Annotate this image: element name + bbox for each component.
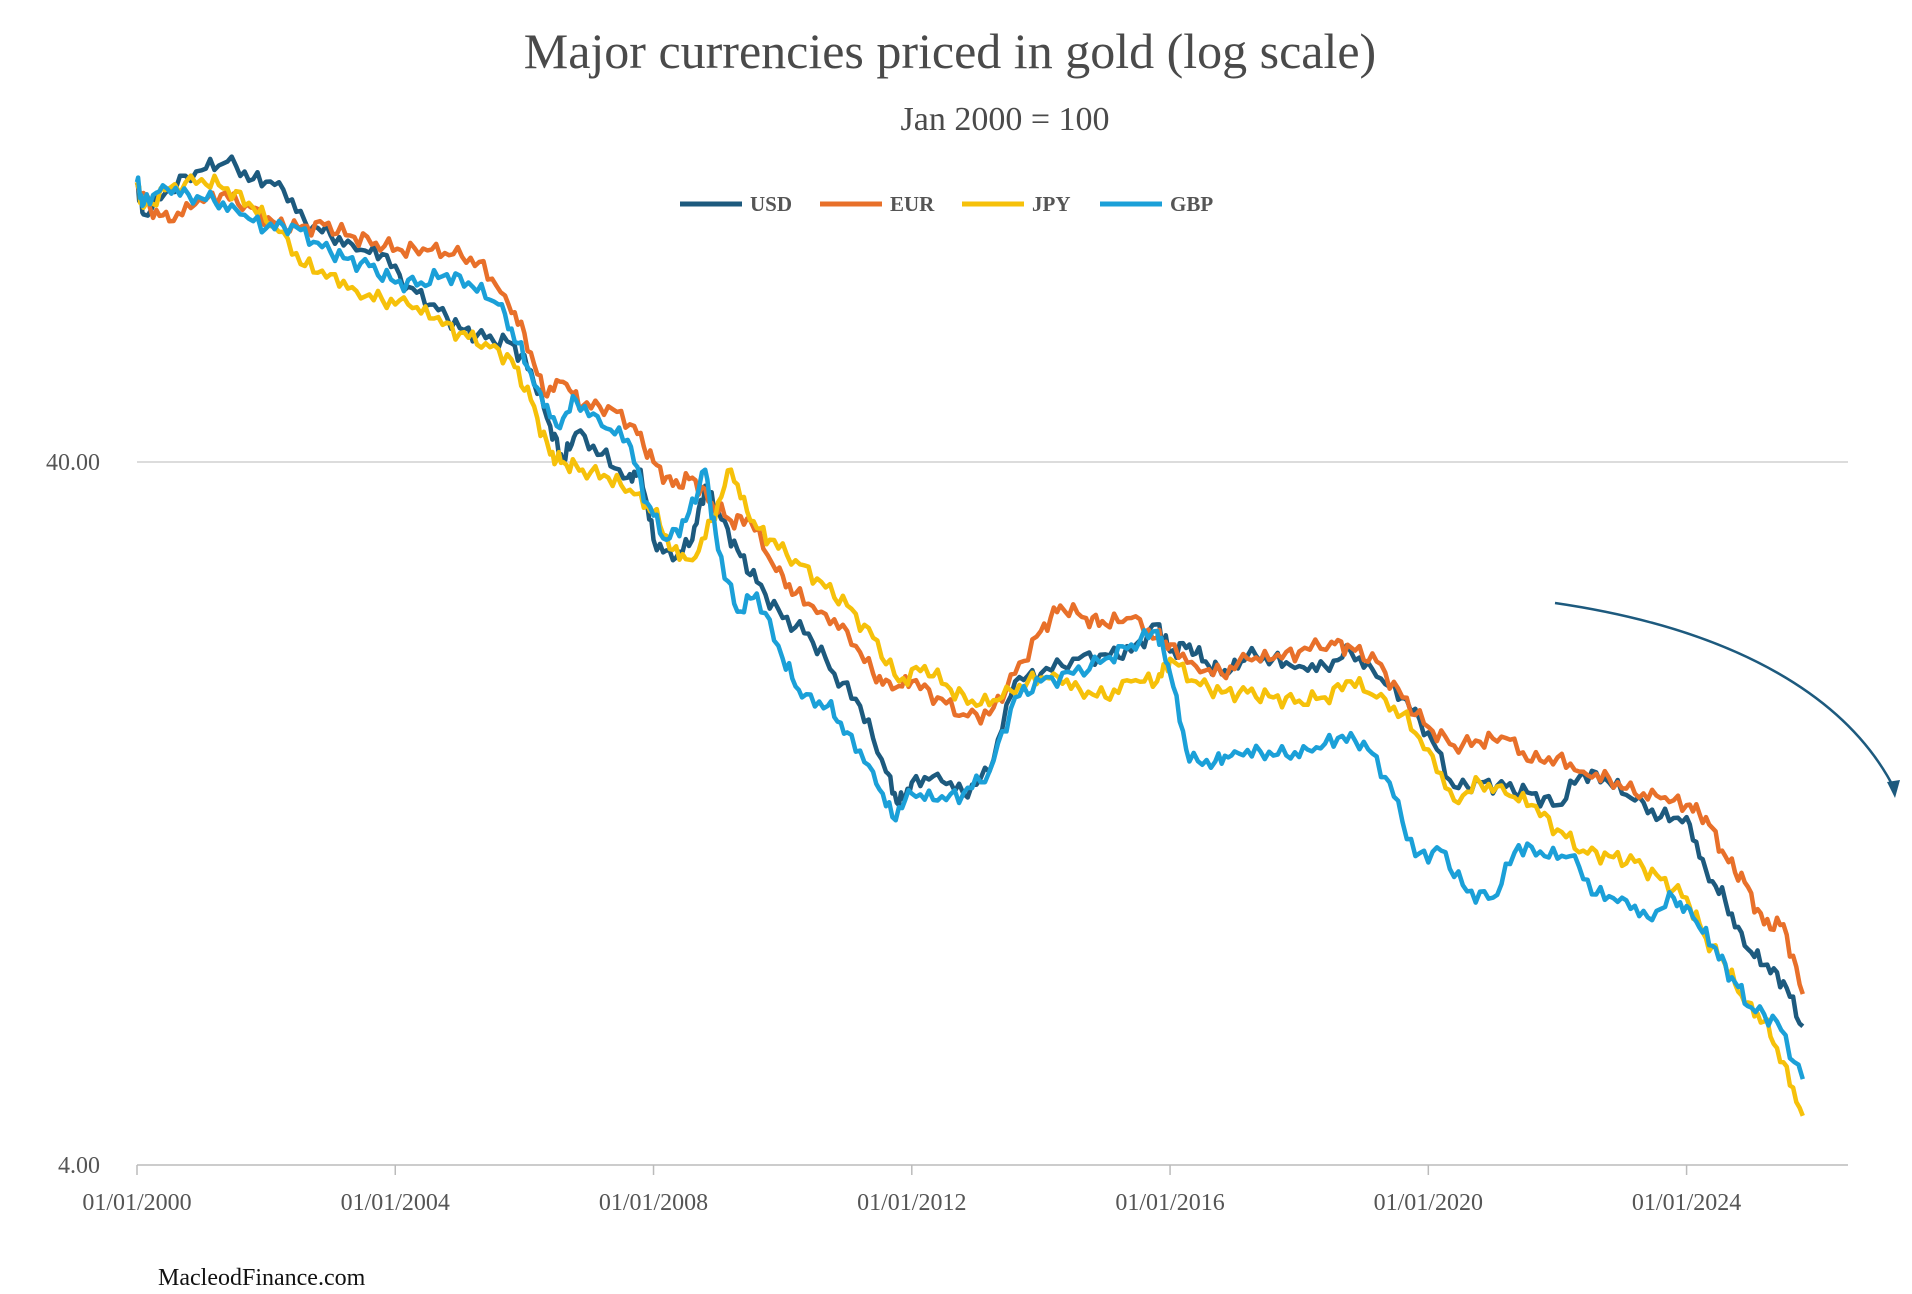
x-tick-label: 01/01/2000 — [82, 1190, 191, 1216]
series-line-usd — [134, 154, 1805, 1028]
x-tick-label: 01/01/2020 — [1374, 1190, 1483, 1216]
series-line-eur — [134, 181, 1805, 995]
x-axis: 01/01/2000 01/01/2004 01/01/2008 01/01/2012… — [82, 1164, 1848, 1216]
legend-label-eur: EUR — [890, 192, 935, 216]
series-group — [134, 154, 1805, 1117]
x-tick-label: 01/01/2004 — [341, 1190, 450, 1216]
y-tick-label: 4.00 — [58, 1153, 100, 1179]
series-line-jpy — [134, 173, 1805, 1117]
chart-subtitle: Jan 2000 = 100 — [901, 101, 1110, 138]
x-tick-label: 01/01/2024 — [1632, 1190, 1741, 1216]
y-tick-label: 40.00 — [46, 450, 100, 476]
x-tick-label: 01/01/2008 — [599, 1190, 708, 1216]
arrowhead-icon — [1887, 780, 1900, 798]
source-label: MacleodFinance.com — [158, 1265, 366, 1291]
trend-annotation — [1554, 601, 1900, 798]
x-tick-label: 01/01/2016 — [1115, 1190, 1224, 1216]
legend: USD EUR JPY GBP — [680, 192, 1213, 216]
trend-arrow-icon — [1554, 601, 1897, 791]
legend-label-usd: USD — [750, 192, 792, 216]
chart-title: Major currencies priced in gold (log sca… — [524, 23, 1376, 79]
x-tick-label: 01/01/2012 — [857, 1190, 966, 1216]
legend-label-gbp: GBP — [1170, 192, 1213, 216]
legend-label-jpy: JPY — [1032, 192, 1071, 216]
y-axis: 40.00 4.00 — [46, 450, 100, 1179]
series-line-gbp — [134, 175, 1805, 1080]
